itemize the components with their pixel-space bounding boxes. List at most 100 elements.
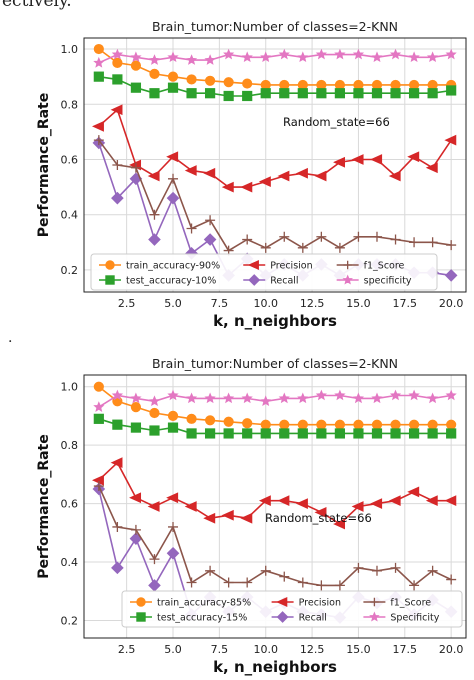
data-point <box>388 170 401 182</box>
data-point <box>370 154 383 165</box>
y-axis-label: Performance_Rate <box>36 93 52 237</box>
chart-bottom: Brain_tumor:Number of classes=2-KNN 0.2 0.… <box>36 356 467 676</box>
chart-top: Brain_tumor:Number of classes=2-KNN 0.2 0.… <box>36 19 467 330</box>
data-point <box>130 82 142 93</box>
data-point <box>446 428 457 439</box>
y-tick-label: 0.8 <box>61 439 79 452</box>
data-point <box>427 237 438 248</box>
preceding-text-fragment: ectively. <box>2 0 72 11</box>
data-point <box>93 71 104 82</box>
data-point <box>93 135 104 146</box>
data-point <box>314 506 327 518</box>
legend-label: Recall <box>270 276 298 287</box>
data-point <box>297 419 308 430</box>
data-point <box>371 565 382 576</box>
data-point <box>186 428 197 439</box>
data-point <box>166 191 180 205</box>
legend-marker <box>247 260 259 270</box>
data-point <box>204 75 216 86</box>
data-point <box>353 419 364 430</box>
x-tick-label: 17.5 <box>393 297 418 310</box>
data-point <box>149 425 160 436</box>
legend-label: Precision <box>299 598 341 609</box>
data-point <box>130 524 141 535</box>
data-point <box>409 580 420 591</box>
data-point <box>390 428 401 439</box>
data-point <box>149 88 160 99</box>
series-line <box>98 386 452 426</box>
data-point <box>316 419 327 430</box>
data-point <box>111 389 124 401</box>
data-point <box>205 215 216 226</box>
legend-marker <box>276 611 289 623</box>
data-point <box>148 54 161 65</box>
data-point <box>166 151 179 163</box>
data-point <box>130 402 142 413</box>
data-point <box>426 51 439 63</box>
x-tick-label: 15.0 <box>346 643 371 656</box>
legend-box <box>121 590 463 628</box>
data-point <box>388 495 401 507</box>
data-point <box>427 428 438 439</box>
legend-label: Recall <box>299 613 327 624</box>
data-point <box>242 577 253 588</box>
series-test-accuracy-10- <box>93 71 457 102</box>
legend-label: Precision <box>270 261 312 272</box>
data-point <box>93 413 104 424</box>
data-point <box>147 501 160 512</box>
y-tick-label: 1.0 <box>61 43 79 56</box>
data-point <box>333 156 346 168</box>
legend-marker <box>370 597 379 607</box>
data-point <box>390 88 401 99</box>
data-point <box>184 501 197 512</box>
data-point <box>167 389 179 401</box>
data-point <box>390 562 401 573</box>
data-point <box>353 88 364 99</box>
data-point <box>186 223 197 234</box>
data-point <box>426 392 439 404</box>
data-point <box>223 48 235 60</box>
data-point <box>260 242 271 253</box>
data-point <box>445 48 457 60</box>
data-point <box>446 574 457 585</box>
data-point <box>297 428 308 439</box>
data-point <box>93 381 104 392</box>
data-point <box>260 88 271 99</box>
data-point <box>241 392 253 404</box>
data-point <box>334 242 345 253</box>
data-point <box>186 74 197 85</box>
data-point <box>295 167 308 179</box>
data-point <box>92 120 104 132</box>
data-point <box>167 51 179 63</box>
data-point <box>186 577 197 588</box>
series-f1-score <box>93 481 457 591</box>
data-point <box>204 54 216 65</box>
series-line <box>98 139 452 252</box>
data-point <box>446 419 457 430</box>
data-point <box>260 565 271 576</box>
data-point <box>408 51 420 63</box>
y-tick-label: 0.2 <box>61 264 79 277</box>
data-point <box>334 428 346 439</box>
data-point <box>314 170 327 182</box>
data-point <box>221 181 234 193</box>
legend-marker <box>369 611 380 622</box>
data-point <box>112 521 123 532</box>
legend: train_accuracy-90% test_accuracy-10% Preci… <box>90 253 438 291</box>
data-point <box>242 78 253 89</box>
data-point <box>353 562 364 573</box>
data-point <box>334 580 345 591</box>
data-point <box>408 419 420 430</box>
data-point <box>168 521 179 532</box>
data-point <box>352 48 365 60</box>
data-point <box>93 43 104 55</box>
series-test-accuracy-15- <box>93 413 457 439</box>
y-tick-label: 0.6 <box>61 498 79 511</box>
data-point <box>445 389 457 401</box>
series-precision <box>92 457 457 530</box>
legend-marker <box>248 274 261 286</box>
data-point <box>242 418 253 429</box>
data-point <box>203 512 216 524</box>
data-point <box>129 492 142 504</box>
data-point <box>446 240 457 251</box>
